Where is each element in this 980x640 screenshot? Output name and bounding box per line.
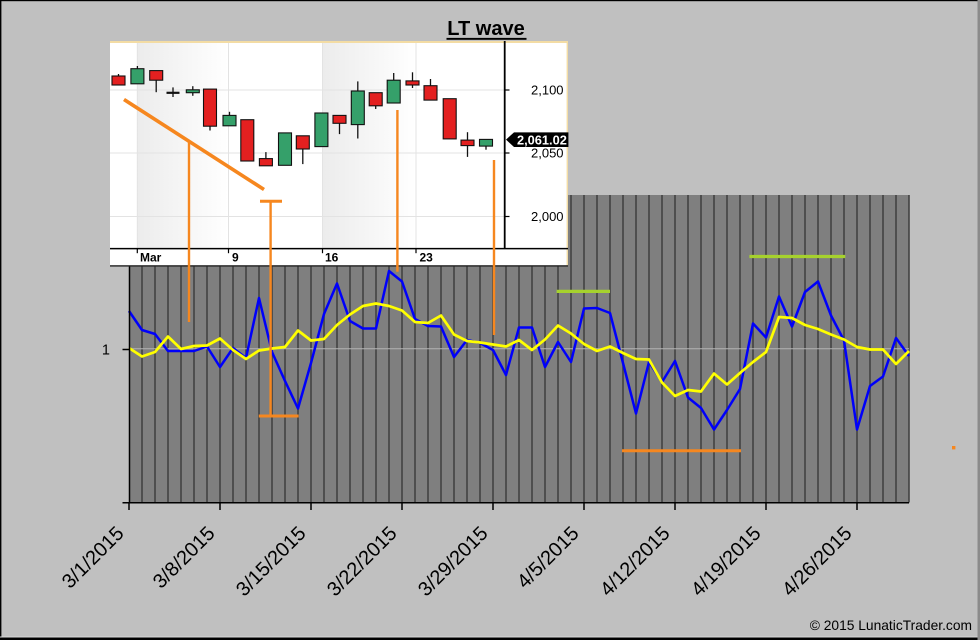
svg-text:Mar: Mar xyxy=(140,251,162,265)
svg-text:16: 16 xyxy=(325,251,339,265)
svg-text:9: 9 xyxy=(232,251,239,265)
svg-text:2,061.02: 2,061.02 xyxy=(517,132,567,147)
svg-text:1: 1 xyxy=(102,343,110,359)
svg-text:© 2015 LunaticTrader.com: © 2015 LunaticTrader.com xyxy=(810,618,972,633)
svg-text:LT wave: LT wave xyxy=(447,18,524,40)
svg-text:2,000: 2,000 xyxy=(531,209,564,224)
svg-text:23: 23 xyxy=(420,251,434,265)
svg-text:2,100: 2,100 xyxy=(531,83,564,98)
svg-text:2,050: 2,050 xyxy=(531,146,564,161)
